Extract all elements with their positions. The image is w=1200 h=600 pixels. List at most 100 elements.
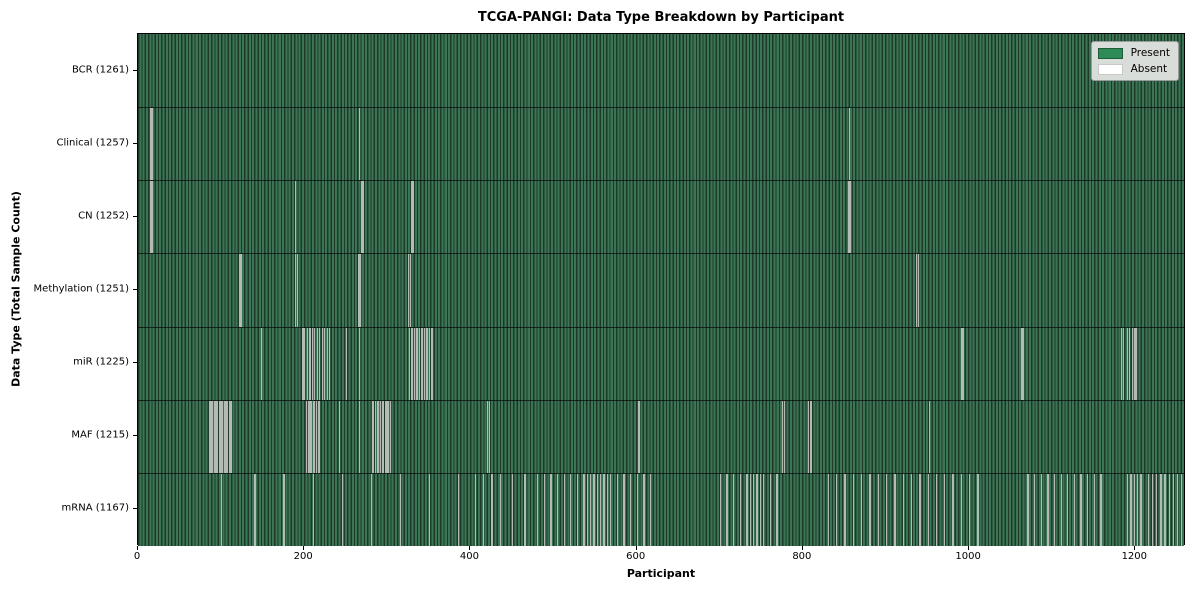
heatmap-row-maf xyxy=(138,399,1184,473)
absent-mark xyxy=(421,327,423,400)
absent-mark xyxy=(1087,473,1089,546)
heatmap-row-clinical xyxy=(138,107,1184,181)
absent-mark xyxy=(929,400,931,473)
absent-mark xyxy=(739,473,741,546)
absent-mark xyxy=(1060,473,1062,546)
absent-mark xyxy=(596,473,599,546)
absent-mark xyxy=(416,327,418,400)
absent-mark xyxy=(1121,327,1123,400)
absent-mark xyxy=(807,400,810,473)
absent-mark xyxy=(1073,473,1076,546)
absent-mark xyxy=(295,181,297,254)
absent-mark xyxy=(283,473,285,546)
absent-mark xyxy=(623,473,625,546)
absent-mark xyxy=(220,400,222,473)
absent-mark xyxy=(216,400,219,473)
absent-mark xyxy=(362,181,364,254)
absent-mark xyxy=(388,400,390,473)
heatmap-row-mrna xyxy=(138,472,1184,546)
heatmap-row-methylation xyxy=(138,253,1184,327)
absent-mark xyxy=(1133,473,1135,546)
y-tick-label: mRNA (1167) xyxy=(61,502,129,514)
absent-mark xyxy=(590,473,592,546)
absent-mark xyxy=(556,473,559,546)
absent-mark xyxy=(213,400,215,473)
absent-mark xyxy=(211,400,214,473)
absent-mark xyxy=(1176,473,1179,546)
absent-mark xyxy=(423,327,426,400)
absent-mark xyxy=(1147,473,1150,546)
absent-mark xyxy=(1151,473,1154,546)
absent-mark xyxy=(296,254,299,327)
absent-mark xyxy=(311,327,313,400)
absent-mark xyxy=(603,473,605,546)
absent-mark xyxy=(319,400,321,473)
absent-mark xyxy=(852,473,855,546)
absent-mark xyxy=(849,181,851,254)
x-tick-label: 200 xyxy=(293,551,313,562)
absent-mark xyxy=(379,400,382,473)
absent-mark xyxy=(960,473,963,546)
chart-title: TCGA-PANGI: Data Type Breakdown by Parti… xyxy=(477,10,845,25)
x-tick-mark xyxy=(801,546,803,550)
x-tick-label: 400 xyxy=(459,551,479,562)
plot-area: Present Absent xyxy=(137,33,1185,546)
absent-mark xyxy=(902,473,904,546)
absent-mark xyxy=(230,400,232,473)
absent-mark xyxy=(411,181,413,254)
absent-mark xyxy=(1021,327,1023,400)
absent-mark xyxy=(869,473,871,546)
absent-mark xyxy=(312,473,314,546)
x-axis-label: Participant xyxy=(626,567,696,580)
absent-mark xyxy=(1140,473,1142,546)
absent-mark xyxy=(151,181,153,254)
absent-mark xyxy=(616,473,618,546)
legend-entry-absent: Absent xyxy=(1097,63,1170,75)
absent-mark xyxy=(240,254,242,327)
y-tick-label: MAF (1215) xyxy=(71,429,129,441)
absent-mark xyxy=(649,473,652,546)
y-tick-mark xyxy=(133,508,137,510)
absent-mark xyxy=(408,327,411,400)
absent-mark xyxy=(783,400,786,473)
heatmap-row-cn xyxy=(138,180,1184,254)
absent-mark xyxy=(376,400,378,473)
heatmap-row-mir xyxy=(138,326,1184,400)
absent-mark xyxy=(550,473,552,546)
absent-mark xyxy=(307,400,309,473)
absent-mark xyxy=(606,473,609,546)
absent-mark xyxy=(225,400,227,473)
absent-mark xyxy=(374,400,377,473)
absent-mark xyxy=(543,473,545,546)
absent-mark xyxy=(1181,473,1183,546)
absent-mark xyxy=(487,400,489,473)
y-tick-mark xyxy=(133,215,137,217)
absent-mark xyxy=(238,254,240,327)
absent-mark xyxy=(316,327,318,400)
absent-swatch-icon xyxy=(1097,63,1123,75)
x-tick-mark xyxy=(137,546,138,550)
absent-mark xyxy=(474,473,476,546)
absent-mark xyxy=(1040,473,1042,546)
absent-mark xyxy=(371,400,373,473)
absent-mark xyxy=(488,400,490,473)
absent-mark xyxy=(733,473,735,546)
absent-mark xyxy=(1126,327,1129,400)
absent-mark xyxy=(917,254,919,327)
x-tick-label: 1200 xyxy=(1121,551,1148,562)
legend-label-absent: Absent xyxy=(1130,63,1168,75)
absent-mark xyxy=(1122,327,1125,400)
absent-mark xyxy=(726,473,728,546)
absent-mark xyxy=(885,473,888,546)
absent-mark xyxy=(1067,473,1069,546)
y-tick-mark xyxy=(133,362,137,364)
legend-label-present: Present xyxy=(1130,47,1170,59)
absent-mark xyxy=(1053,473,1056,546)
absent-mark xyxy=(827,473,830,546)
absent-mark xyxy=(210,400,212,473)
absent-mark xyxy=(389,400,392,473)
absent-mark xyxy=(359,400,361,473)
y-tick-mark xyxy=(133,289,137,290)
absent-mark xyxy=(977,473,979,546)
absent-mark xyxy=(636,473,638,546)
